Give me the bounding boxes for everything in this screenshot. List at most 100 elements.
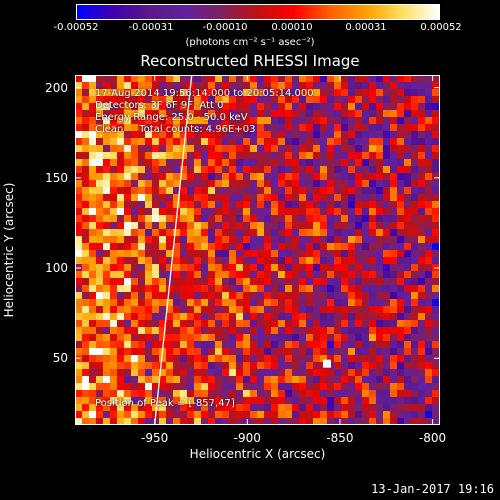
heatmap-cell [236, 96, 243, 103]
colorbar-tick-label: 0.00031 [345, 22, 387, 33]
heatmap-cell [383, 82, 390, 89]
heatmap-cell [138, 404, 145, 411]
heatmap-cell [166, 376, 173, 383]
heatmap-cell [145, 145, 152, 152]
heatmap-cell [313, 194, 320, 201]
heatmap-cell [306, 271, 313, 278]
heatmap-cell [292, 299, 299, 306]
heatmap-cell [131, 397, 138, 404]
heatmap-cell [362, 292, 369, 299]
heatmap-cell [383, 257, 390, 264]
heatmap-cell [257, 208, 264, 215]
heatmap-cell [145, 362, 152, 369]
heatmap-cell [82, 194, 89, 201]
heatmap-cell [411, 292, 418, 299]
heatmap-cell [285, 390, 292, 397]
heatmap-cell [278, 404, 285, 411]
heatmap-cell [411, 264, 418, 271]
heatmap-cell [376, 292, 383, 299]
heatmap-cell [369, 201, 376, 208]
heatmap-cell [369, 411, 376, 418]
heatmap-cell [425, 383, 432, 390]
heatmap-cell [229, 117, 236, 124]
heatmap-cell [103, 187, 110, 194]
heatmap-cell [103, 201, 110, 208]
heatmap-cell [306, 299, 313, 306]
heatmap-cell [138, 369, 145, 376]
heatmap-cell [278, 159, 285, 166]
heatmap-cell [390, 341, 397, 348]
heatmap-cell [222, 397, 229, 404]
heatmap-cell [110, 383, 117, 390]
heatmap-cell [348, 159, 355, 166]
heatmap-cell [411, 173, 418, 180]
heatmap-cell [173, 89, 180, 96]
heatmap-cell [250, 201, 257, 208]
heatmap-cell [376, 264, 383, 271]
heatmap-cell [327, 180, 334, 187]
heatmap-cell [320, 124, 327, 131]
heatmap-cell [187, 369, 194, 376]
heatmap-cell [89, 180, 96, 187]
heatmap-cell [348, 418, 355, 425]
heatmap-cell [362, 411, 369, 418]
heatmap-cell [243, 369, 250, 376]
heatmap-cell [173, 180, 180, 187]
heatmap-cell [208, 411, 215, 418]
heatmap-cell [243, 110, 250, 117]
heatmap-cell [369, 229, 376, 236]
heatmap-cell [418, 285, 425, 292]
heatmap-cell [418, 404, 425, 411]
heatmap-cell [348, 208, 355, 215]
heatmap-cell [327, 138, 334, 145]
heatmap-cell [89, 215, 96, 222]
heatmap-cell [117, 285, 124, 292]
heatmap-cell [96, 397, 103, 404]
heatmap-cell [110, 117, 117, 124]
heatmap-cell [75, 257, 82, 264]
heatmap-cell [285, 82, 292, 89]
heatmap-cell [292, 285, 299, 292]
heatmap-cell [432, 201, 439, 208]
heatmap-cell [264, 166, 271, 173]
heatmap-cell [243, 264, 250, 271]
heatmap-cell [138, 306, 145, 313]
heatmap-cell [306, 194, 313, 201]
heatmap-cell [124, 236, 131, 243]
heatmap-cell [362, 243, 369, 250]
heatmap-cell [341, 250, 348, 257]
heatmap-cell [82, 208, 89, 215]
heatmap-cell [425, 271, 432, 278]
heatmap-cell [334, 145, 341, 152]
heatmap-cell [110, 411, 117, 418]
heatmap-cell [96, 278, 103, 285]
heatmap-cell [173, 334, 180, 341]
heatmap-cell [348, 285, 355, 292]
heatmap-cell [411, 285, 418, 292]
heatmap-cell [236, 145, 243, 152]
heatmap-cell [299, 124, 306, 131]
heatmap-cell [278, 341, 285, 348]
heatmap-cell [425, 313, 432, 320]
heatmap-cell [320, 369, 327, 376]
heatmap-cell [390, 250, 397, 257]
heatmap-cell [194, 110, 201, 117]
heatmap-cell [278, 257, 285, 264]
heatmap-cell [306, 250, 313, 257]
heatmap-cell [313, 327, 320, 334]
heatmap-cell [278, 110, 285, 117]
heatmap-cell [313, 229, 320, 236]
heatmap-cell [187, 236, 194, 243]
heatmap-cell [152, 131, 159, 138]
heatmap-cell [376, 173, 383, 180]
heatmap-cell [355, 334, 362, 341]
heatmap-cell [110, 215, 117, 222]
heatmap-cell [355, 131, 362, 138]
heatmap-cell [124, 208, 131, 215]
heatmap-cell [390, 271, 397, 278]
heatmap-cell [222, 369, 229, 376]
heatmap-cell [75, 117, 82, 124]
heatmap-cell [222, 159, 229, 166]
heatmap-cell [334, 355, 341, 362]
heatmap-cell [180, 229, 187, 236]
